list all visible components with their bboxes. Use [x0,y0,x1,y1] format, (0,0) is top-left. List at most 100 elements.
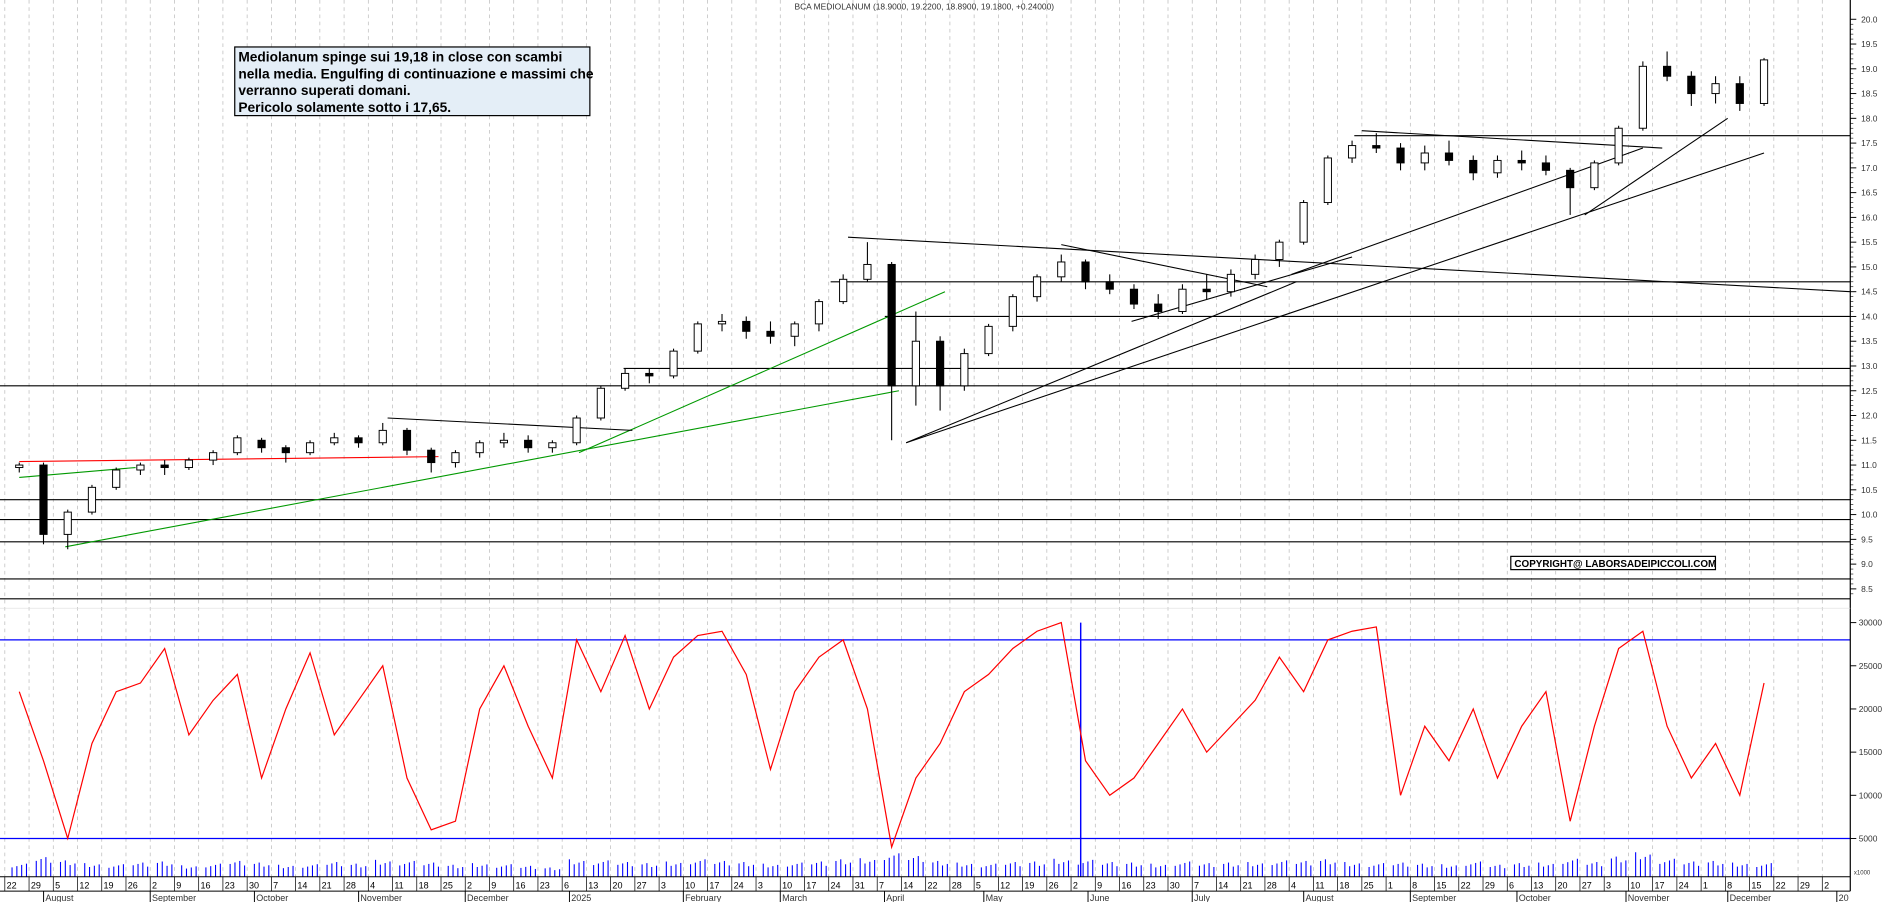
price-tick-label: 20.0 [1861,14,1878,24]
month-label: July [1194,893,1211,902]
copyright-text: COPYRIGHT@ LABORSADEIPICCOLI.COM [1514,559,1716,570]
month-label: October [1519,893,1551,902]
week-label: 22 [7,881,17,891]
week-label: 8 [1412,881,1417,891]
candle-body [39,464,48,535]
week-label: 15 [1751,881,1761,891]
week-label: 1 [1703,881,1708,891]
trendline [578,291,946,454]
week-label: 24 [831,881,841,891]
candle-body [160,464,169,469]
price-tick-label: 19.0 [1861,64,1878,74]
candle-body [354,437,363,444]
week-label: 20 [1558,881,1568,891]
month-label: June [1090,893,1110,902]
week-label: 30 [1170,881,1180,891]
week-label: 1 [1388,881,1393,891]
week-label: 2 [1073,881,1078,891]
candle-body [1590,162,1599,189]
candle-body [1251,259,1260,275]
candle-body [693,323,702,352]
week-label: 9 [176,881,181,891]
week-label: 18 [419,881,429,891]
week-label: 16 [516,881,526,891]
week-label: 13 [588,881,598,891]
price-tick-label: 16.5 [1861,188,1878,198]
week-label: 29 [31,881,41,891]
candle-body [112,469,121,488]
candle-body [839,278,848,303]
price-candles [15,51,1769,550]
week-label: 21 [322,881,332,891]
month-label: August [1306,893,1335,902]
candle-body [572,417,581,444]
week-label: 5 [976,881,981,891]
week-label: 23 [1146,881,1156,891]
week-label: 29 [1800,881,1810,891]
price-tick-label: 18.5 [1861,89,1878,99]
candle-body [620,372,630,389]
month-label: February [685,893,722,902]
week-label: 18 [1339,881,1349,891]
candle-body [475,442,484,454]
week-label: 17 [806,881,816,891]
annotation-box: Mediolanum spinge sui 19,18 in close con… [234,46,594,117]
month-label: May [986,893,1004,902]
candle-body [1420,152,1429,164]
trendline [906,152,1765,444]
month-label: December [467,893,509,902]
week-label: 20 [612,881,622,891]
trendline [19,456,439,463]
price-tick-label: 15.5 [1861,237,1878,247]
week-label: 21 [1243,881,1253,891]
candle-body [1517,159,1526,164]
trendlines [19,117,1851,548]
price-tick-label: 9.5 [1861,534,1873,544]
week-label: 5 [55,881,60,891]
candle-body [1711,83,1720,95]
candle-body [742,320,751,332]
candle-body [184,459,193,469]
price-tick-label: 11.5 [1861,435,1877,445]
week-label: 14 [903,881,913,891]
price-tick-label: 12.5 [1861,386,1878,396]
trendline [1361,130,1663,149]
trendline [387,417,633,431]
week-label: 6 [564,881,569,891]
month-label: April [886,893,904,902]
week-label: 26 [128,881,138,891]
month-label: December [1730,893,1772,902]
candle-body [1566,169,1575,189]
week-label: 10 [1630,881,1640,891]
week-label: 24 [1679,881,1689,891]
osc-tick-label: 15000 [1859,747,1883,757]
candle-body [984,325,993,355]
candle-body [1105,281,1114,290]
candle-body [378,429,387,444]
price-tick-label: 9.0 [1861,559,1873,569]
week-label: 24 [734,881,744,891]
week-label: 17 [709,881,719,891]
candle-body [1638,65,1647,129]
week-label: 27 [637,881,647,891]
week-label: 19 [1024,881,1034,891]
week-label: 2 [467,881,472,891]
week-label: 6 [1509,881,1514,891]
candle-body [1323,157,1332,204]
candle-body [1444,152,1454,161]
price-tick-label: 19.5 [1861,39,1878,49]
candle-body [87,486,97,513]
candle-body [1154,303,1163,312]
candle-body [960,353,969,387]
price-tick-label: 18.0 [1861,113,1878,123]
week-label: 16 [1121,881,1131,891]
month-label: November [1628,893,1670,902]
candle-body [1202,288,1211,293]
week-label: 28 [952,881,962,891]
candle-body [596,387,605,419]
week-label: 2 [1824,881,1829,891]
candle-body [766,330,775,337]
candle-body [645,372,654,377]
week-label: 23 [540,881,550,891]
osc-tick-label: 25000 [1859,661,1883,671]
